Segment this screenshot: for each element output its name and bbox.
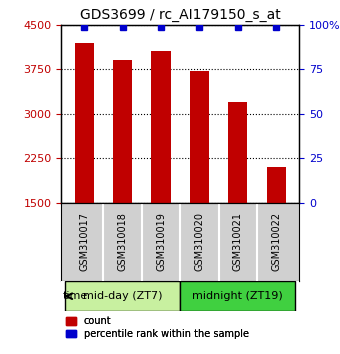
Bar	[113, 61, 132, 203]
Text: midnight (ZT19): midnight (ZT19)	[192, 291, 283, 301]
Text: GSM310022: GSM310022	[271, 212, 281, 272]
FancyBboxPatch shape	[180, 281, 295, 311]
Legend: count, percentile rank within the sample: count, percentile rank within the sample	[66, 316, 249, 339]
Text: GSM310019: GSM310019	[156, 212, 166, 272]
Bar	[75, 42, 94, 203]
Text: GSM310020: GSM310020	[194, 212, 204, 272]
FancyBboxPatch shape	[65, 281, 180, 311]
Bar	[228, 102, 248, 203]
Text: mid-day (ZT7): mid-day (ZT7)	[83, 291, 163, 301]
Text: GSM310021: GSM310021	[233, 212, 243, 272]
Text: GSM310018: GSM310018	[118, 212, 128, 272]
Bar	[267, 167, 286, 203]
Text: GSM310017: GSM310017	[79, 212, 89, 272]
Text: time: time	[62, 291, 88, 301]
Bar	[190, 71, 209, 203]
Bar	[151, 51, 171, 203]
Title: GDS3699 / rc_AI179150_s_at: GDS3699 / rc_AI179150_s_at	[80, 8, 280, 22]
